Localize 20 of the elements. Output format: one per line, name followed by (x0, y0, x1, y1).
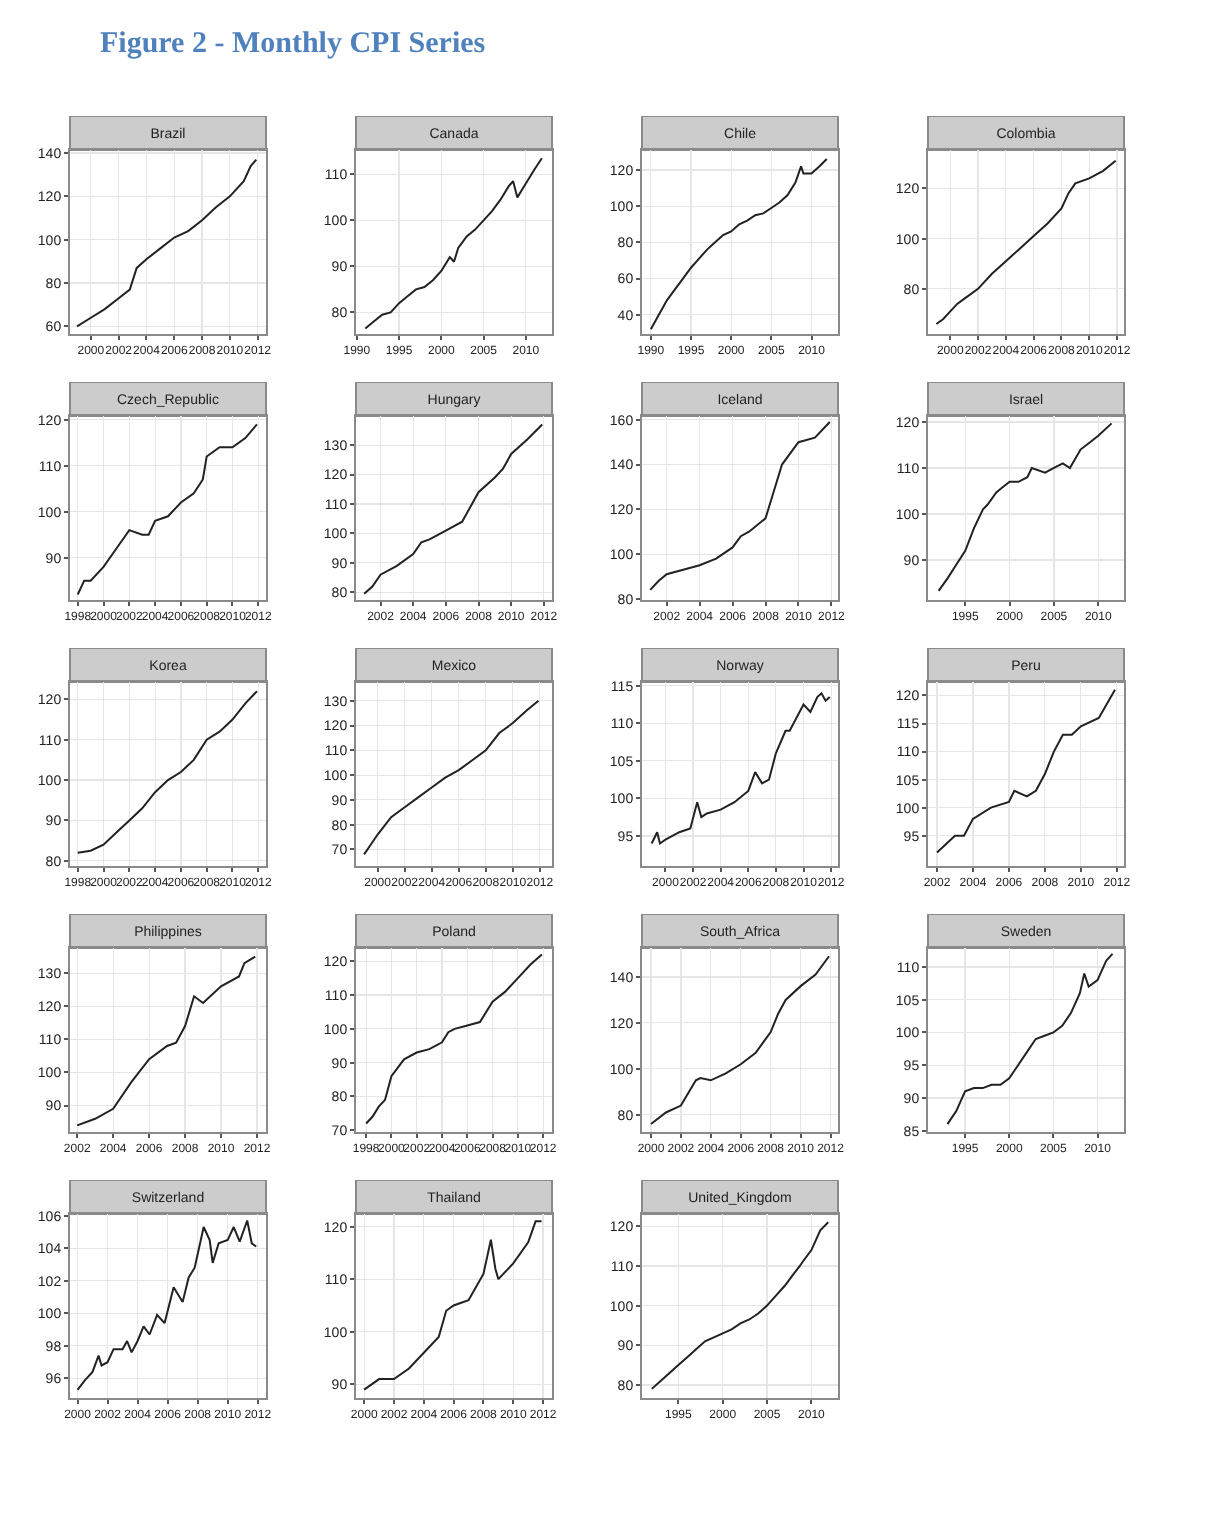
line-series (364, 953, 543, 1125)
line-series (934, 159, 1116, 325)
line-series (362, 699, 539, 856)
line-series (945, 952, 1113, 1126)
line-series (362, 423, 543, 595)
line-series (648, 421, 830, 591)
line-series (75, 690, 258, 854)
line-series (75, 158, 257, 328)
line-series (649, 1221, 829, 1390)
line-series (362, 1220, 542, 1391)
line-series (75, 955, 256, 1127)
line-series (935, 688, 1116, 854)
line-series (649, 955, 830, 1125)
line-series (75, 423, 258, 596)
line-series (649, 692, 830, 845)
line-series (936, 422, 1112, 592)
text: Figure 2 - Monthly CPI Series (100, 28, 486, 62)
line-series (363, 157, 543, 330)
line-series (75, 1219, 257, 1391)
line-series (649, 158, 827, 331)
